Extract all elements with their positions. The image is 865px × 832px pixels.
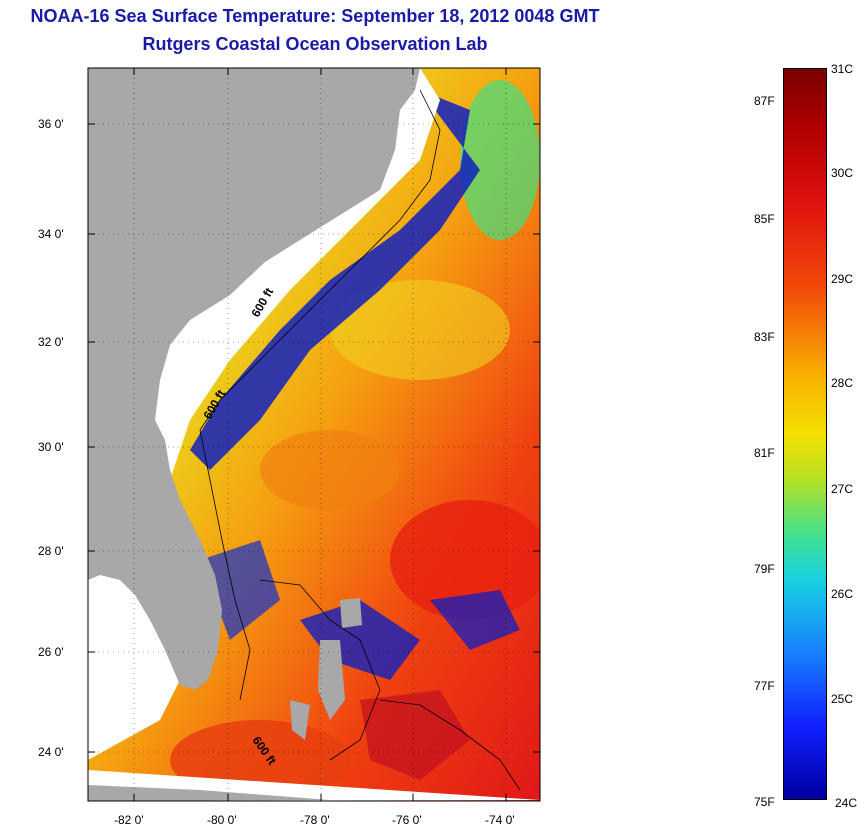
- depth-contour: [199, 89, 441, 701]
- colorbar-celsius-label: 30C: [831, 166, 854, 180]
- cool-patch: [460, 80, 540, 240]
- land-island: [340, 598, 362, 628]
- axis-ticks: [88, 68, 540, 801]
- lat-tick-label: 34 0': [38, 227, 64, 241]
- land-mainland: [88, 68, 420, 690]
- colorbar-celsius-label: 26C: [831, 587, 854, 601]
- colorbar-celsius-label: 28C: [831, 376, 854, 390]
- colorbar-celsius-label: 27C: [831, 482, 854, 496]
- colorbar-fahrenheit-label: 81F: [754, 446, 775, 460]
- colorbar-fahrenheit-label: 77F: [754, 679, 775, 693]
- lat-tick-label: 30 0': [38, 440, 64, 454]
- cool-patch: [430, 590, 520, 650]
- colorbar-fahrenheit-label: 83F: [754, 330, 775, 344]
- colorbar-fahrenheit-label: 85F: [754, 212, 775, 226]
- temperature-colorbar: [783, 68, 827, 800]
- warm-patch: [260, 430, 400, 510]
- depth-contour: [259, 579, 381, 761]
- lat-tick-label: 26 0': [38, 645, 64, 659]
- land-cuba: [88, 785, 330, 801]
- lon-tick-label: -74 0': [485, 813, 515, 827]
- land-island: [318, 640, 345, 720]
- lat-tick-label: 32 0': [38, 335, 64, 349]
- colorbar-celsius-label: 31C: [831, 62, 854, 76]
- colorbar-fahrenheit-label: 79F: [754, 562, 775, 576]
- lat-tick-label: 24 0': [38, 745, 64, 759]
- map-frame: [87, 67, 541, 802]
- lon-tick-label: -76 0': [392, 813, 422, 827]
- colorbar-celsius-label: 24C: [835, 796, 858, 810]
- colorbar-celsius-label: 25C: [831, 692, 854, 706]
- warm-patch: [360, 690, 470, 780]
- cool-coastal-band: [190, 90, 480, 470]
- lon-tick-label: -78 0': [300, 813, 330, 827]
- map-subtitle: Rutgers Coastal Ocean Observation Lab: [142, 34, 488, 54]
- colorbar-fahrenheit-label: 75F: [754, 795, 775, 809]
- lat-tick-label: 28 0': [38, 544, 64, 558]
- map-title: NOAA-16 Sea Surface Temperature: Septemb…: [30, 6, 600, 26]
- lon-tick-label: -82 0': [114, 813, 144, 827]
- warm-patch: [330, 280, 510, 380]
- lon-tick-label: -80 0': [207, 813, 237, 827]
- cool-patch: [200, 540, 280, 640]
- depth-contour: [379, 699, 521, 791]
- map-gridlines: [88, 68, 540, 801]
- warm-patch: [390, 500, 540, 620]
- colorbar-fahrenheit-label: 87F: [754, 94, 775, 108]
- land-island: [290, 700, 310, 740]
- lat-tick-label: 36 0': [38, 117, 64, 131]
- colorbar-celsius-label: 29C: [831, 272, 854, 286]
